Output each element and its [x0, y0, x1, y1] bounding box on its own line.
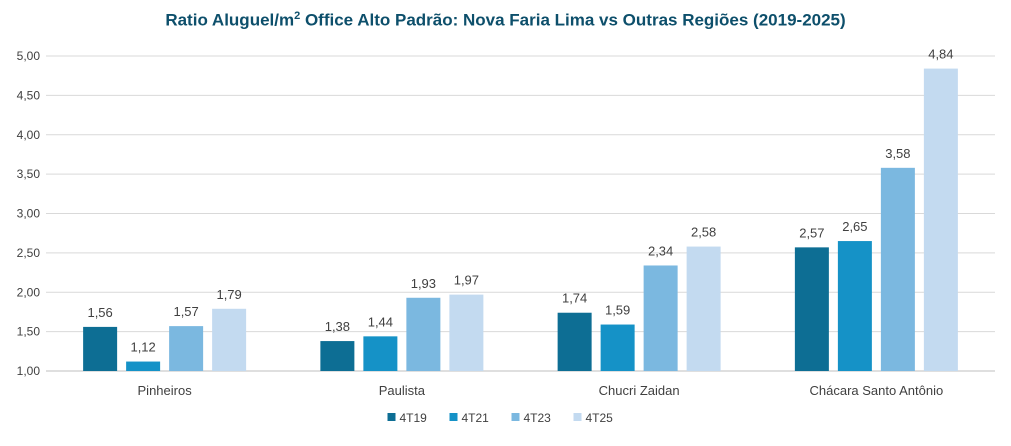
legend-label: 4T23: [524, 411, 552, 425]
y-tick-label: 1,50: [17, 325, 41, 339]
data-label: 1,44: [368, 314, 393, 329]
bar-4t25: [923, 68, 958, 371]
y-tick-label: 3,50: [17, 167, 41, 181]
axis-layer: 1,00 1,50 2,00 2,50 3,00 3,50 4,00 4,50 5,00 Pinh…: [17, 49, 944, 398]
bar-4t21: [600, 324, 635, 371]
data-label: 1,57: [173, 304, 198, 319]
y-tick-label: 4,00: [17, 128, 41, 142]
data-label: 2,34: [648, 243, 673, 258]
bar-4t23: [880, 167, 915, 371]
legend-swatch-4t19: [387, 413, 396, 421]
data-label: 1,79: [216, 287, 241, 302]
y-tick-label: 3,00: [17, 207, 41, 221]
legend-swatch-4t21: [449, 413, 458, 421]
legend: 4T19 4T21 4T23 4T25: [387, 411, 614, 425]
bar-4t19: [557, 312, 592, 371]
y-tick-label: 2,50: [17, 246, 41, 260]
data-label: 2,58: [691, 225, 716, 240]
x-tick-label: Chucri Zaidan: [599, 383, 680, 398]
data-label: 1,93: [411, 276, 436, 291]
data-label: 2,57: [799, 225, 824, 240]
bar-4t23: [643, 265, 678, 371]
data-label: 3,58: [885, 146, 910, 161]
chart-title: Ratio Aluguel/m2 Office Alto Padrão: Nov…: [0, 10, 1011, 31]
bar-4t23: [169, 326, 204, 371]
bar-layer: [83, 68, 958, 371]
bar-4t19: [320, 341, 355, 371]
bar-4t25: [449, 294, 484, 371]
x-tick-label: Pinheiros: [138, 383, 193, 398]
label-layer: 1,56 1,12 1,57 1,79 1,38 1,44 1,93 1,97 1,74 1,59…: [87, 47, 953, 355]
x-tick-label: Paulista: [379, 383, 426, 398]
bar-4t19: [83, 326, 118, 371]
chart-title-suffix: Office Alto Padrão: Nova Faria Lima vs O…: [300, 10, 846, 30]
data-label: 2,65: [842, 219, 867, 234]
data-label: 1,38: [325, 319, 350, 334]
legend-label: 4T25: [586, 411, 614, 425]
y-tick-label: 5,00: [17, 49, 41, 63]
data-label: 1,12: [130, 340, 155, 355]
data-label: 1,97: [454, 273, 479, 288]
bar-4t21: [363, 336, 398, 371]
data-label: 1,59: [605, 303, 630, 318]
x-tick-label: Chácara Santo Antônio: [810, 383, 944, 398]
chart-title-superscript: 2: [294, 10, 301, 22]
grid-layer: [46, 55, 995, 372]
bar-4t23: [406, 297, 441, 371]
chart-title-prefix: Ratio Aluguel/m: [165, 10, 295, 30]
bar-4t21: [837, 241, 872, 371]
bar-4t25: [686, 246, 721, 371]
legend-label: 4T21: [462, 411, 490, 425]
y-tick-label: 2,00: [17, 285, 41, 299]
data-label: 1,56: [87, 305, 112, 320]
data-label: 1,74: [562, 291, 587, 306]
data-label: 4,84: [928, 47, 953, 62]
legend-swatch-4t23: [511, 413, 520, 421]
legend-label: 4T19: [400, 411, 428, 425]
y-tick-label: 1,00: [17, 364, 41, 378]
legend-swatch-4t25: [573, 413, 582, 421]
bar-4t25: [212, 308, 247, 371]
bar-4t21: [126, 361, 161, 371]
bar-4t19: [794, 247, 829, 371]
y-tick-label: 4,50: [17, 88, 41, 102]
